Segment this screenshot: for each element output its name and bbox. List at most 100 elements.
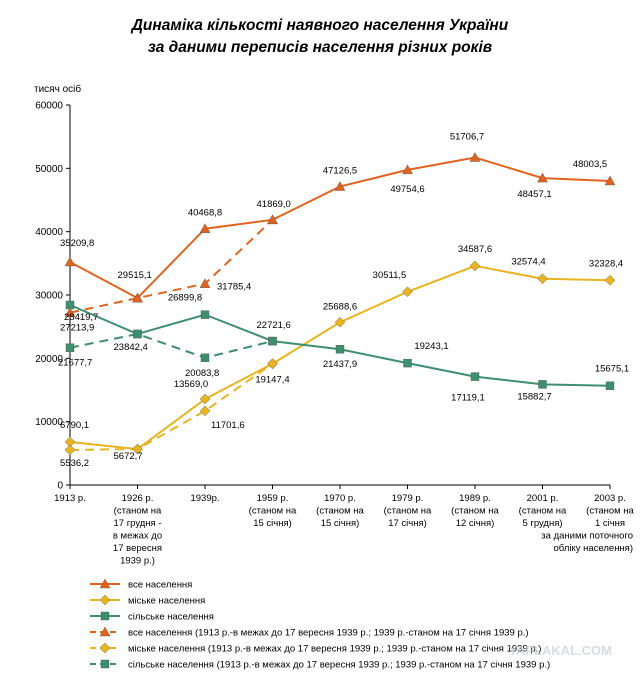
data-point — [199, 393, 211, 405]
data-label: 5536,2 — [60, 458, 89, 469]
x-tick-label-line: (станом на — [249, 506, 297, 517]
x-tick-label: 2001 р. (станом на 5 грудня) — [519, 493, 567, 529]
legend-label: міське населення — [128, 596, 205, 607]
data-point — [199, 278, 211, 288]
x-tick-label: 1939р. — [190, 493, 219, 504]
data-point — [64, 256, 76, 267]
data-point — [604, 274, 616, 286]
x-tick-label-line: 17 грудня - — [113, 518, 161, 529]
x-tick-label: 1970 р. (станом на 15 січня) — [316, 493, 364, 529]
data-point — [200, 310, 210, 319]
data-point — [132, 443, 143, 455]
data-label: 15882,7 — [517, 391, 551, 402]
data-point — [469, 152, 481, 162]
data-point — [403, 358, 412, 368]
data-label: 20083,8 — [185, 368, 219, 379]
legend-label: сільське населення — [128, 612, 214, 623]
x-tick-label: 1959 р. (станом на 15 січня) — [249, 493, 297, 529]
data-label: 34587,6 — [458, 244, 492, 255]
y-tick-label: 30000 — [35, 291, 63, 302]
y-tick-label: 0 — [57, 481, 63, 492]
data-label: 21677,7 — [58, 358, 92, 369]
x-tick-label-line: 1970 р. — [324, 493, 356, 504]
data-label: 13569,0 — [174, 379, 208, 390]
data-point — [199, 405, 211, 417]
y-axis-unit-label: тисяч осіб — [34, 83, 81, 95]
legend-label: все населення — [128, 580, 192, 591]
x-tick-label-line: 1989 р. — [459, 493, 491, 504]
data-label: 47126,5 — [323, 166, 357, 177]
data-label: 48457,1 — [517, 189, 551, 200]
data-point — [402, 286, 413, 298]
legend-label: сільське населення (1913 р.-в межах до 1… — [128, 660, 550, 671]
series-line — [69, 219, 274, 314]
y-tick-label: 50000 — [35, 164, 63, 175]
series-line — [69, 264, 611, 451]
data-label: 40468,8 — [188, 208, 222, 219]
data-label: 5672,7 — [114, 451, 143, 462]
x-tick-label: 1913 р. — [54, 493, 86, 504]
data-point — [604, 175, 616, 186]
y-axis-ticks: 0 10000 20000 30000 40000 50000 60000 — [35, 101, 70, 492]
x-tick-label-line: (станом на — [586, 506, 634, 517]
legend-marker — [99, 626, 111, 637]
series-markers — [64, 152, 616, 456]
legend-marker — [99, 642, 111, 654]
data-point — [132, 292, 143, 303]
x-tick-label-line: 15 січня) — [321, 518, 360, 529]
data-label: 27213,9 — [60, 323, 94, 334]
data-label: 29515,1 — [118, 270, 152, 281]
x-tick-label-line: 5 грудня) — [522, 518, 562, 529]
data-label: 15675,1 — [595, 364, 629, 375]
chart-legend: все населення міське населення сільське на… — [90, 578, 550, 671]
data-label: 51706,7 — [450, 132, 484, 143]
data-point — [267, 214, 278, 225]
chart-title: Динаміка кількості наявного населення Ук… — [130, 17, 509, 56]
x-tick-label-line: 1939р. — [190, 493, 219, 504]
data-point — [470, 372, 480, 381]
data-label: 28419,7 — [64, 312, 98, 323]
data-label: 22721,6 — [257, 320, 291, 331]
x-tick-label-line: 17 вересня — [113, 543, 162, 554]
data-label: 25688,6 — [323, 301, 357, 312]
data-point — [65, 343, 75, 352]
data-point — [537, 273, 548, 284]
data-label: 26899,8 — [168, 293, 202, 304]
data-point — [133, 329, 142, 339]
x-tick-label-line: 1926 р. — [122, 493, 154, 504]
data-label: 41869,0 — [257, 199, 291, 210]
x-tick-label: 1926 р. (станом на 17 грудня - в межах до 17… — [113, 493, 162, 567]
x-tick-label-line: 1 січня — [595, 518, 625, 529]
data-label: 19147,4 — [255, 375, 289, 386]
data-label: 32574,4 — [511, 257, 545, 268]
legend-marker — [99, 594, 111, 606]
x-tick-label-line: 12 січня) — [456, 518, 495, 529]
legend-marker — [100, 611, 110, 621]
data-point — [267, 358, 278, 370]
data-point — [199, 223, 211, 233]
y-tick-label: 40000 — [35, 227, 63, 238]
legend-label: міське населення (1913 р.-в межах до 17 … — [128, 644, 541, 655]
x-tick-label-line: (станом на — [384, 506, 432, 517]
data-label: 30511,5 — [373, 270, 407, 281]
x-tick-label-line: (станом на — [451, 506, 499, 517]
x-tick-label-line: обліку населення) — [554, 543, 633, 554]
x-tick-label-line: 1979 р. — [392, 493, 424, 504]
data-label: 11701,6 — [211, 420, 245, 431]
data-point — [402, 164, 413, 175]
data-label: 23842,4 — [114, 342, 148, 353]
x-tick-label-line: 1913 р. — [54, 493, 86, 504]
x-tick-label-line: за даними поточного — [541, 531, 633, 542]
x-tick-label-line: 2001 р. — [527, 493, 559, 504]
x-tick-label: 1989 р. (станом на 12 січня) — [451, 493, 499, 529]
data-label: 31785,4 — [217, 282, 251, 293]
data-label: 19243,1 — [414, 341, 448, 352]
x-tick-label-line: 1939 р.) — [120, 556, 155, 567]
x-tick-label: 1979 р. (станом на 17 січня) — [384, 493, 432, 529]
x-tick-label-line: (станом на — [519, 506, 567, 517]
y-tick-label: 60000 — [35, 101, 63, 112]
data-point — [64, 307, 76, 317]
x-tick-label: 2003 р. (станом на 1 січня за даними поточн… — [541, 493, 634, 554]
y-tick-label: 20000 — [35, 354, 63, 365]
